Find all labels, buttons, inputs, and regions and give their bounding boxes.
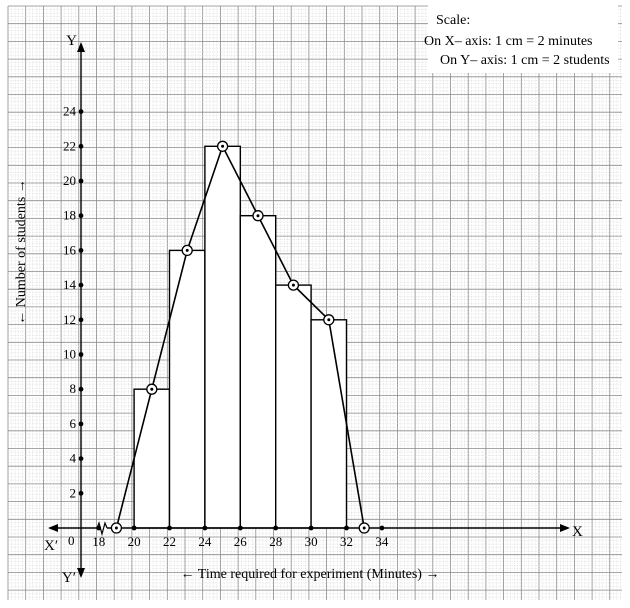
y-tick-label: 6 [70,416,77,431]
histogram-bar [310,319,348,529]
polygon-point-center [221,144,225,148]
x-tick-dot [344,525,349,531]
y-tick-label: 14 [63,277,77,292]
x-tick-dot [167,525,172,531]
polygon-point-center [256,214,260,218]
histogram-bar [168,249,206,529]
scale-box-frame [428,5,618,73]
x-tick-label: 34 [375,534,389,549]
y-tick-dot [78,178,84,184]
y-tick-label: 12 [63,312,76,327]
y-tick-label: 20 [63,173,76,188]
x-tick-label: 20 [128,534,141,549]
scale-y-line: On Y– axis: 1 cm = 2 students [440,53,610,68]
x-tick-dot [308,525,314,531]
x-tick-label: 26 [234,534,248,549]
y-tick-dot [78,352,84,357]
y-tick-dot [78,213,84,219]
y-tick-dot [78,317,84,323]
origin-label: 0 [68,533,75,548]
scale-box: Scale: On X– axis: 1 cm = 2 minutes On Y… [424,5,618,73]
y-axis-arrow-down [77,568,85,578]
y-tick-label: 24 [63,104,77,119]
x-tick-dot [273,525,279,531]
y-tick-dot [78,456,84,461]
x-tick-label: 18 [92,534,105,549]
y-tick-dot [78,248,84,253]
y-tick-dot [78,386,84,392]
polygon-point-center [327,318,331,322]
y-tick-label: 10 [63,347,76,362]
x-tick-dot [237,525,243,531]
scale-title: Scale: [436,13,470,28]
x-tick-dot [379,525,385,531]
x-axis-arrow-right [560,524,570,532]
x-tick-label: 30 [305,534,318,549]
histogram-bar [204,145,241,529]
polygon-line [115,144,365,529]
scale-x-line: On X– axis: 1 cm = 2 minutes [424,34,593,49]
polygon-point-center [291,283,295,287]
polygon-point-center [185,248,189,252]
axes [48,42,570,578]
x-neg-axis-letter: X′ [44,538,58,554]
polygon-point-center [362,526,366,530]
y-tick-dot [78,143,84,149]
y-axis-arrow-up [77,42,85,52]
frequency-polygon [110,140,370,534]
y-neg-axis-letter: Y′ [62,570,76,586]
histogram-bars [133,145,348,529]
y-tick-dot [78,282,84,288]
y-tick-label: 2 [70,485,77,500]
y-tick-label: 22 [63,138,76,153]
polygon-point-center [114,526,118,530]
histogram-bar [275,284,312,529]
x-axis-break [96,521,108,537]
y-tick-label: 18 [63,208,76,223]
y-axis-title: ← Number of students → [14,179,29,324]
x-tick-label: 22 [163,534,176,549]
y-tick-dot [78,490,84,496]
histogram-bar [133,388,171,529]
x-tick-dot [131,525,137,531]
x-axis-letter: X [572,524,583,540]
y-tick-label: 8 [70,381,77,396]
x-tick-label: 32 [340,534,353,549]
x-tick-label: 28 [269,534,282,549]
histogram-bar [239,214,277,529]
x-axis-title: ← Time required for experiment (Minutes)… [181,567,440,582]
y-tick-label: 16 [63,242,77,257]
y-axis-letter: Y [66,33,77,49]
x-tick-label: 24 [198,534,212,549]
polygon-point-center [150,387,154,391]
y-tick-dot [78,421,84,427]
x-axis-arrow-left [48,524,58,532]
x-tick-dot [96,525,102,531]
x-tick-dot [202,525,208,531]
y-tick-dot [78,109,84,114]
y-tick-label: 4 [70,451,77,466]
